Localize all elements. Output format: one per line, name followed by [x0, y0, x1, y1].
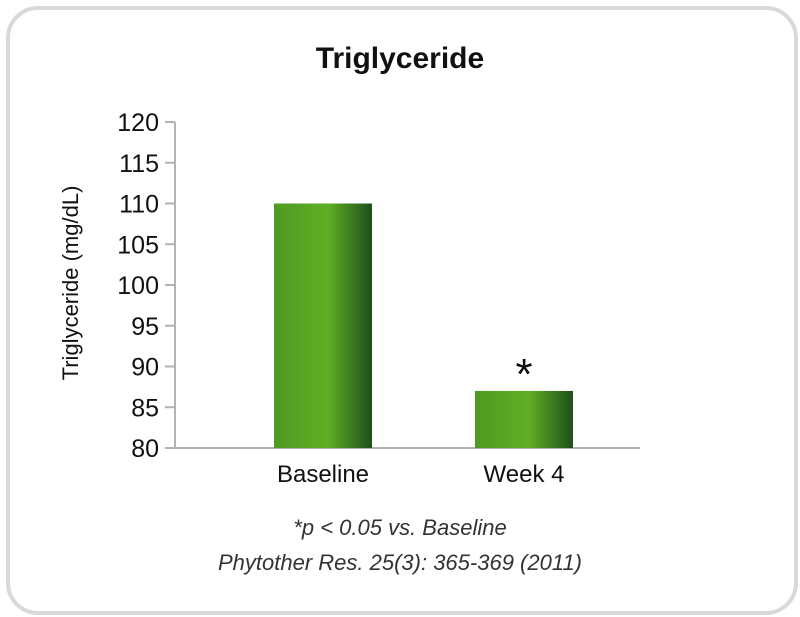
- bar-baseline: [274, 203, 372, 448]
- significance-asterisk: *: [515, 350, 532, 399]
- annotations: *: [515, 350, 532, 399]
- x-tick-label: Week 4: [484, 461, 565, 488]
- chart-card: [6, 6, 798, 615]
- y-tick-label: 110: [119, 191, 159, 219]
- y-tick-label: 120: [117, 109, 159, 137]
- y-tick-label: 90: [131, 354, 159, 382]
- chart-title: Triglyceride: [315, 42, 485, 75]
- y-tick-label: 85: [131, 394, 159, 422]
- y-tick-label: 100: [117, 272, 159, 300]
- y-ticks: 80 85 90 95 100 105 110 115 120: [117, 109, 175, 463]
- reference-citation: Phytother Res. 25(3): 365-369 (2011): [217, 550, 583, 575]
- y-tick-label: 95: [131, 313, 159, 341]
- bars: [274, 203, 573, 448]
- y-tick-label: 115: [119, 150, 159, 178]
- significance-note: *p < 0.05 vs. Baseline: [293, 515, 507, 540]
- x-tick-label: Baseline: [277, 461, 369, 488]
- y-tick-label: 105: [117, 231, 159, 259]
- x-tick-labels: Baseline Week 4: [277, 461, 565, 488]
- y-tick-label: 80: [131, 435, 159, 463]
- bar-week-4: [475, 390, 573, 448]
- y-axis-label: Triglyceride (mg/dL): [58, 186, 83, 381]
